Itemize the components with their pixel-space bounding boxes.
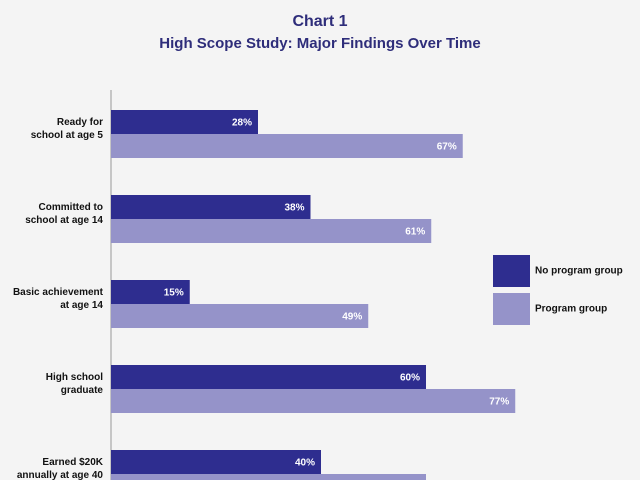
category-label: at age 14: [60, 300, 103, 311]
bar: [111, 365, 426, 389]
category-label: school at age 14: [25, 215, 103, 226]
category-label: Earned $20K: [42, 457, 103, 468]
category-label: Ready for: [57, 117, 103, 128]
bar: [111, 474, 426, 480]
category-label: Committed to: [39, 202, 103, 213]
value-label: 61%: [405, 227, 425, 238]
bar: [111, 219, 432, 243]
legend-label: Program group: [535, 304, 607, 315]
value-label: 40%: [295, 458, 315, 469]
category-label: High school: [46, 372, 103, 383]
value-label: 38%: [284, 203, 304, 214]
bar: [111, 134, 463, 158]
chart-title: Chart 1: [292, 13, 347, 30]
category-label: annually at age 40: [17, 470, 104, 480]
bar: [111, 450, 321, 474]
category-label: school at age 5: [31, 130, 104, 141]
bar: [111, 280, 190, 304]
category-label: graduate: [61, 385, 104, 396]
bar: [111, 110, 258, 134]
legend-swatch: [493, 293, 530, 325]
value-label: 67%: [437, 142, 457, 153]
legend-label: No program group: [535, 266, 623, 277]
value-label: 49%: [342, 312, 362, 323]
chart-subtitle: High Scope Study: Major Findings Over Ti…: [159, 35, 480, 52]
value-label: 60%: [400, 373, 420, 384]
bar: [111, 195, 311, 219]
bar: [111, 304, 369, 328]
legend-swatch: [493, 255, 530, 287]
category-label: Basic achievement: [13, 287, 104, 298]
bar: [111, 389, 516, 413]
value-label: 28%: [232, 118, 252, 129]
value-label: 77%: [489, 397, 509, 408]
value-label: 15%: [164, 288, 184, 299]
